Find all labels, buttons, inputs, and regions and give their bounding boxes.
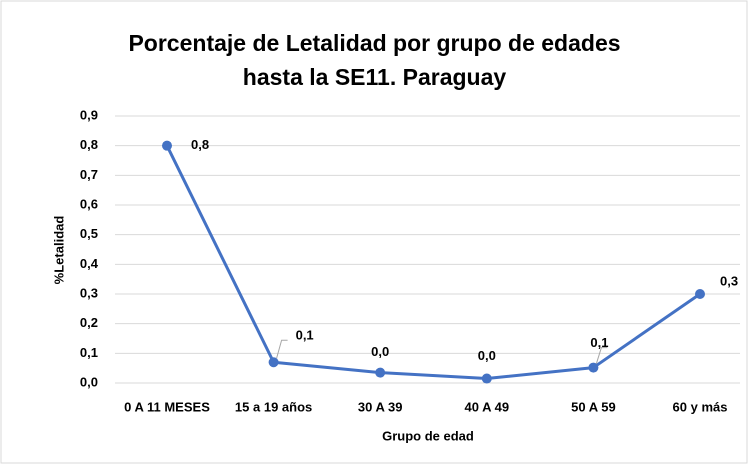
- y-tick-label: 0,0: [80, 374, 98, 389]
- x-tick-label: 60 y más: [673, 399, 728, 414]
- data-label: 0,1: [590, 335, 608, 350]
- chart-title-box: Porcentaje de Letalidad por grupo de eda…: [0, 26, 749, 94]
- data-label: 0,3: [720, 273, 738, 288]
- x-tick-label: 0 A 11 MESES: [124, 399, 210, 414]
- x-axis-label: Grupo de edad: [382, 428, 474, 443]
- x-tick-label: 40 A 49: [465, 399, 510, 414]
- chart-title: Porcentaje de Letalidad por grupo de eda…: [128, 30, 621, 90]
- y-tick-label: 0,4: [80, 256, 99, 271]
- data-label: 0,8: [191, 137, 209, 152]
- y-tick-label: 0,7: [80, 167, 98, 182]
- leader-line: [595, 347, 608, 364]
- data-point: [588, 362, 599, 373]
- y-tick-label: 0,8: [80, 137, 98, 152]
- data-label: 0,0: [478, 348, 496, 363]
- y-tick-label: 0,9: [80, 107, 98, 122]
- data-point: [162, 140, 172, 151]
- data-line: [165, 145, 701, 381]
- y-axis-label: %Letalidad: [51, 216, 66, 285]
- leader-line: [276, 339, 288, 359]
- data-point: [268, 357, 279, 368]
- data-point: [481, 373, 492, 384]
- data-point: [695, 289, 705, 299]
- x-tick-label: 50 A 59: [571, 399, 616, 414]
- data-label: 0,0: [371, 344, 389, 359]
- y-tick-label: 0,1: [80, 345, 98, 360]
- data-point: [375, 367, 386, 378]
- y-tick-label: 0,5: [80, 226, 98, 241]
- x-tick-label: 15 a 19 años: [235, 399, 312, 414]
- y-tick-label: 0,3: [80, 285, 98, 300]
- y-tick-label: 0,6: [80, 196, 98, 211]
- y-tick-label: 0,2: [80, 315, 98, 330]
- data-label: 0,1: [296, 328, 314, 343]
- x-tick-label: 30 A 39: [358, 399, 403, 414]
